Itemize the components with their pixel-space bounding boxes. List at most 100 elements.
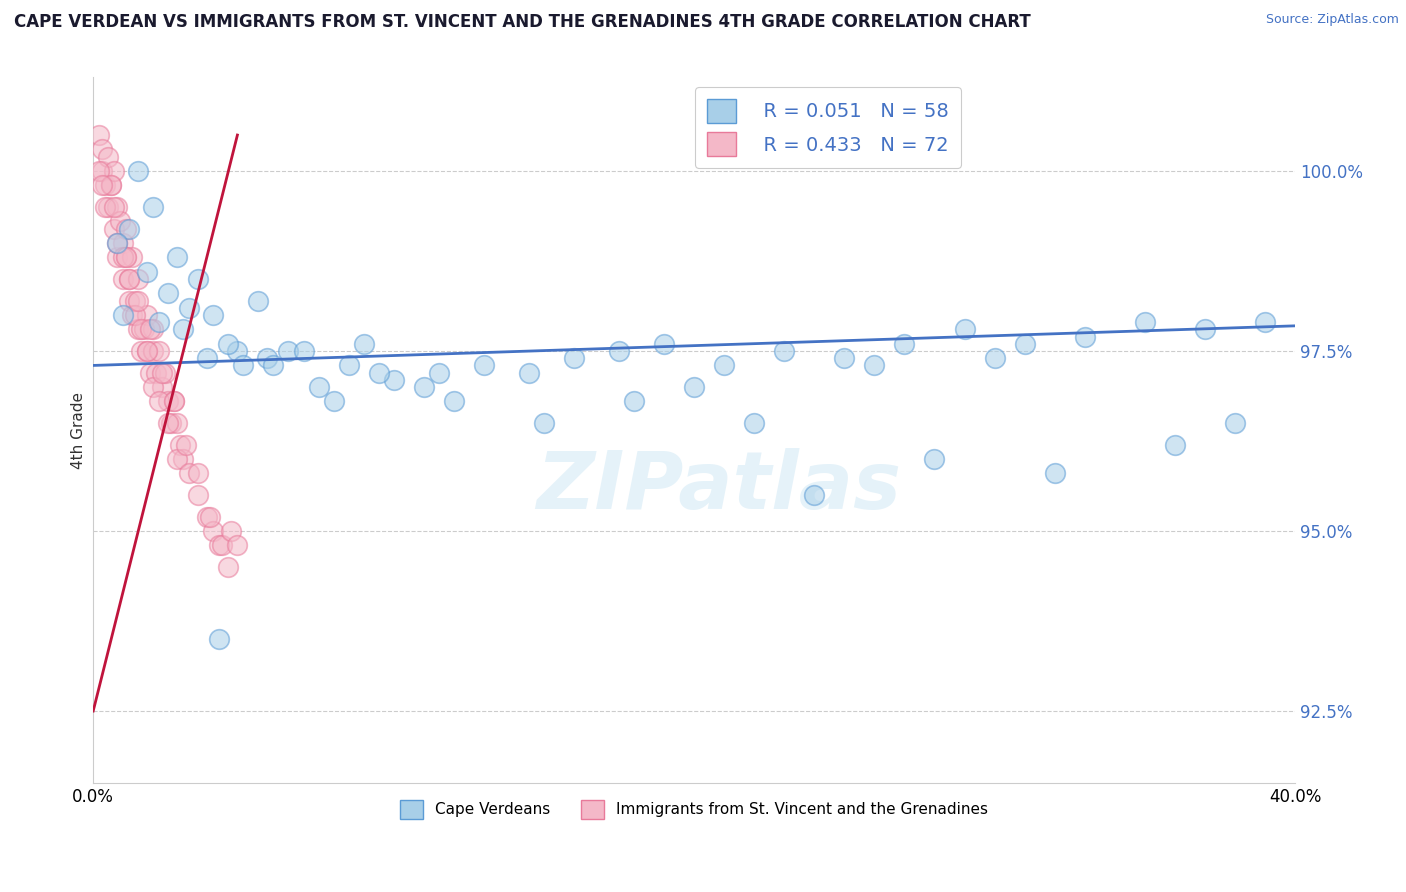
Point bbox=[983, 351, 1005, 366]
Point bbox=[118, 272, 141, 286]
Point bbox=[127, 164, 149, 178]
Point bbox=[217, 560, 239, 574]
Point bbox=[277, 344, 299, 359]
Point bbox=[200, 509, 222, 524]
Point bbox=[112, 272, 135, 286]
Point bbox=[150, 380, 173, 394]
Point bbox=[121, 251, 143, 265]
Point bbox=[91, 164, 114, 178]
Point bbox=[226, 344, 249, 359]
Point bbox=[217, 336, 239, 351]
Point bbox=[893, 336, 915, 351]
Text: CAPE VERDEAN VS IMMIGRANTS FROM ST. VINCENT AND THE GRENADINES 4TH GRADE CORRELA: CAPE VERDEAN VS IMMIGRANTS FROM ST. VINC… bbox=[14, 13, 1031, 31]
Point bbox=[142, 380, 165, 394]
Point bbox=[1133, 315, 1156, 329]
Point bbox=[157, 394, 180, 409]
Point bbox=[112, 308, 135, 322]
Point bbox=[834, 351, 856, 366]
Point bbox=[112, 235, 135, 250]
Point bbox=[208, 538, 231, 552]
Point bbox=[157, 286, 180, 301]
Point bbox=[115, 251, 138, 265]
Point bbox=[103, 221, 125, 235]
Point bbox=[742, 416, 765, 430]
Point bbox=[136, 265, 159, 279]
Point bbox=[142, 322, 165, 336]
Point bbox=[1254, 315, 1277, 329]
Text: Source: ZipAtlas.com: Source: ZipAtlas.com bbox=[1265, 13, 1399, 27]
Point bbox=[142, 344, 165, 359]
Point bbox=[187, 272, 209, 286]
Point bbox=[103, 200, 125, 214]
Point bbox=[1223, 416, 1246, 430]
Point bbox=[127, 272, 149, 286]
Point bbox=[172, 322, 194, 336]
Point bbox=[427, 366, 450, 380]
Point bbox=[118, 272, 141, 286]
Point bbox=[256, 351, 278, 366]
Point bbox=[517, 366, 540, 380]
Legend: Cape Verdeans, Immigrants from St. Vincent and the Grenadines: Cape Verdeans, Immigrants from St. Vince… bbox=[394, 794, 994, 825]
Point bbox=[1043, 467, 1066, 481]
Point bbox=[1073, 329, 1095, 343]
Point bbox=[148, 394, 170, 409]
Point bbox=[172, 452, 194, 467]
Point bbox=[118, 293, 141, 308]
Point bbox=[232, 359, 254, 373]
Point bbox=[136, 344, 159, 359]
Point bbox=[136, 344, 159, 359]
Point bbox=[105, 200, 128, 214]
Point bbox=[145, 366, 167, 380]
Point bbox=[337, 359, 360, 373]
Point bbox=[127, 322, 149, 336]
Point bbox=[353, 336, 375, 351]
Point bbox=[202, 524, 225, 538]
Point bbox=[562, 351, 585, 366]
Point bbox=[97, 150, 120, 164]
Point bbox=[157, 416, 180, 430]
Point bbox=[202, 308, 225, 322]
Point bbox=[94, 178, 117, 193]
Point bbox=[142, 200, 165, 214]
Point bbox=[607, 344, 630, 359]
Point bbox=[94, 200, 117, 214]
Point bbox=[124, 293, 146, 308]
Point bbox=[110, 214, 132, 228]
Point bbox=[1194, 322, 1216, 336]
Point bbox=[443, 394, 465, 409]
Point bbox=[803, 488, 825, 502]
Point bbox=[105, 235, 128, 250]
Point bbox=[148, 315, 170, 329]
Point bbox=[412, 380, 434, 394]
Point bbox=[97, 200, 120, 214]
Point bbox=[160, 416, 183, 430]
Point bbox=[150, 366, 173, 380]
Point bbox=[91, 178, 114, 193]
Point bbox=[221, 524, 243, 538]
Point bbox=[208, 632, 231, 646]
Point bbox=[176, 437, 198, 451]
Point bbox=[89, 128, 111, 142]
Point bbox=[211, 538, 233, 552]
Point bbox=[129, 322, 152, 336]
Point bbox=[155, 366, 177, 380]
Point bbox=[195, 509, 218, 524]
Point bbox=[623, 394, 645, 409]
Point bbox=[121, 308, 143, 322]
Point bbox=[187, 467, 209, 481]
Point bbox=[100, 178, 122, 193]
Point bbox=[89, 164, 111, 178]
Point bbox=[115, 251, 138, 265]
Point bbox=[179, 467, 201, 481]
Point bbox=[139, 366, 162, 380]
Point bbox=[652, 336, 675, 351]
Point bbox=[136, 308, 159, 322]
Point bbox=[100, 178, 122, 193]
Point bbox=[105, 235, 128, 250]
Point bbox=[683, 380, 706, 394]
Point bbox=[166, 452, 188, 467]
Point bbox=[773, 344, 796, 359]
Point bbox=[367, 366, 389, 380]
Point bbox=[166, 251, 188, 265]
Point bbox=[163, 394, 186, 409]
